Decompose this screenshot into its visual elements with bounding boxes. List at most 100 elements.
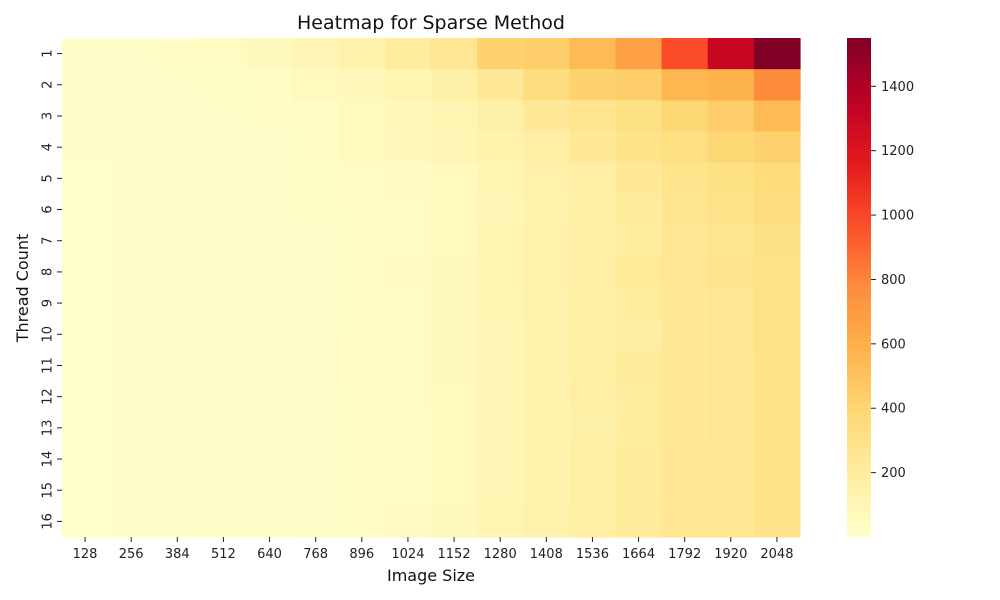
colorbar-tick-label: 600 xyxy=(881,337,906,352)
heatmap-cell xyxy=(384,349,432,382)
heatmap-cell xyxy=(338,256,386,289)
colorbar-tick-label: 1200 xyxy=(881,144,914,159)
heatmap-cell xyxy=(384,381,432,413)
heatmap-cell xyxy=(707,69,755,101)
heatmap-cell xyxy=(523,381,570,413)
heatmap-cell xyxy=(292,69,340,101)
heatmap-cell xyxy=(246,131,294,164)
heatmap-cell xyxy=(154,381,201,413)
x-tick-label: 1792 xyxy=(668,547,701,562)
chart-title: Heatmap for Sparse Method xyxy=(297,12,565,34)
heatmap-cell xyxy=(246,318,294,351)
heatmap-cell xyxy=(154,193,201,226)
heatmap-cell xyxy=(523,318,570,351)
heatmap-cell xyxy=(384,256,432,289)
heatmap-cell xyxy=(615,100,663,133)
heatmap-cell xyxy=(108,162,155,195)
heatmap-cell xyxy=(753,256,801,289)
heatmap-cell xyxy=(154,474,201,507)
heatmap-cell xyxy=(62,287,109,320)
heatmap-cell xyxy=(615,287,663,320)
heatmap-cell xyxy=(338,162,386,195)
heatmap-cell xyxy=(62,193,109,226)
heatmap-cell xyxy=(707,318,755,351)
heatmap-cell xyxy=(338,349,386,382)
heatmap-cell xyxy=(661,256,709,289)
heatmap-cell xyxy=(62,69,109,101)
heatmap-cell xyxy=(523,443,570,476)
heatmap-cell xyxy=(523,225,570,257)
heatmap-cell xyxy=(62,412,109,445)
heatmap-cell xyxy=(246,287,294,320)
x-tick-label: 768 xyxy=(303,547,328,562)
heatmap-cell xyxy=(62,318,109,351)
heatmap-cell xyxy=(62,131,109,164)
heatmap-cell xyxy=(753,131,801,164)
y-tick-label: 15 xyxy=(41,482,56,499)
heatmap-cell xyxy=(246,412,294,445)
heatmap-cell xyxy=(707,287,755,320)
heatmap-cell xyxy=(246,505,294,538)
heatmap-cell xyxy=(108,256,155,289)
heatmap-cell xyxy=(661,287,709,320)
heatmap-cell xyxy=(292,443,340,476)
heatmap-cell xyxy=(292,474,340,507)
heatmap-cell xyxy=(615,131,663,164)
heatmap-cell xyxy=(661,318,709,351)
heatmap-cell xyxy=(661,443,709,476)
heatmap-cell xyxy=(707,162,755,195)
heatmap-cell xyxy=(523,162,570,195)
heatmap-cell xyxy=(661,225,709,257)
heatmap-cell xyxy=(569,69,617,101)
heatmap-cell xyxy=(200,193,248,226)
heatmap-cell xyxy=(200,443,248,476)
heatmap-cell xyxy=(292,131,340,164)
heatmap-cell xyxy=(615,162,663,195)
heatmap-cell xyxy=(384,162,432,195)
heatmap-cell xyxy=(477,474,524,507)
x-tick-label: 128 xyxy=(73,547,98,562)
heatmap-cell xyxy=(200,100,248,133)
y-tick-label: 16 xyxy=(41,513,56,530)
heatmap-cell xyxy=(154,505,201,538)
heatmap-cell xyxy=(200,318,248,351)
heatmap-cell xyxy=(200,131,248,164)
heatmap-cell xyxy=(246,69,294,101)
heatmap-cell xyxy=(615,412,663,445)
x-tick-label: 512 xyxy=(211,547,236,562)
heatmap-cell xyxy=(200,256,248,289)
heatmap-cell xyxy=(200,225,248,257)
heatmap-cell xyxy=(338,443,386,476)
heatmap-cell xyxy=(62,443,109,476)
heatmap-cell xyxy=(108,100,155,133)
heatmap-cell xyxy=(523,193,570,226)
y-tick-label: 11 xyxy=(41,357,56,374)
heatmap-cell xyxy=(200,349,248,382)
heatmap-cell xyxy=(62,505,109,538)
heatmap-cell xyxy=(338,412,386,445)
heatmap-cell xyxy=(661,412,709,445)
heatmap-cell xyxy=(246,474,294,507)
heatmap-cell xyxy=(661,162,709,195)
heatmap-cell xyxy=(200,474,248,507)
heatmap-cell xyxy=(154,69,201,101)
heatmap-cell xyxy=(108,505,155,538)
heatmap-cell xyxy=(384,412,432,445)
heatmap-cell xyxy=(523,287,570,320)
heatmap-cell xyxy=(569,505,617,538)
heatmap-cell xyxy=(431,505,478,538)
heatmap-cell xyxy=(707,193,755,226)
heatmap-cell xyxy=(62,225,109,257)
heatmap-cell xyxy=(384,100,432,133)
heatmap-cell xyxy=(246,193,294,226)
heatmap-cell xyxy=(108,443,155,476)
heatmap-cell xyxy=(753,193,801,226)
heatmap-cell xyxy=(246,349,294,382)
heatmap-cell xyxy=(477,412,524,445)
heatmap-cell xyxy=(108,38,155,70)
heatmap-cell xyxy=(292,349,340,382)
heatmap-cell xyxy=(523,505,570,538)
heatmap-cell xyxy=(154,443,201,476)
heatmap-cell xyxy=(246,162,294,195)
heatmap-cell xyxy=(154,412,201,445)
